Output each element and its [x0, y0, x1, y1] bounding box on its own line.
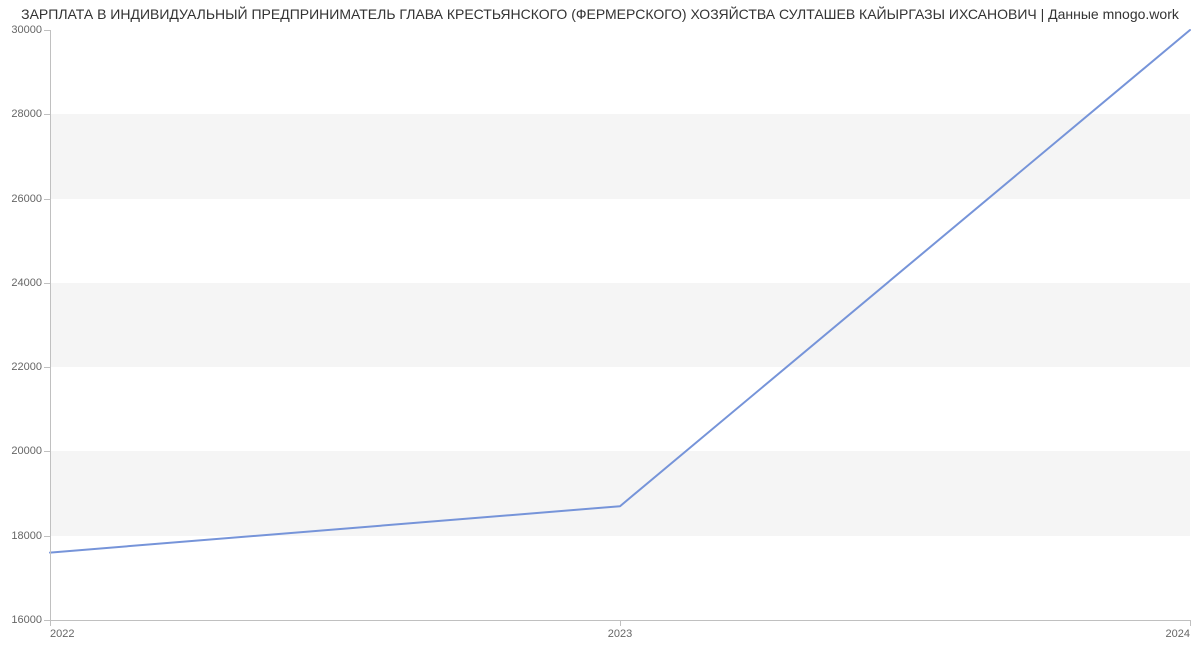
y-tick [44, 451, 50, 452]
x-tick-label: 2022 [50, 628, 74, 640]
y-tick [44, 30, 50, 31]
y-tick-label: 18000 [11, 530, 42, 542]
y-tick [44, 283, 50, 284]
plot-area: 1600018000200002200024000260002800030000… [50, 30, 1190, 620]
x-tick [50, 620, 51, 626]
y-tick-label: 24000 [11, 277, 42, 289]
y-tick [44, 114, 50, 115]
x-tick [1190, 620, 1191, 626]
chart-title: ЗАРПЛАТА В ИНДИВИДУАЛЬНЫЙ ПРЕДПРИНИМАТЕЛ… [0, 6, 1200, 22]
line-series [50, 30, 1190, 620]
x-tick-label: 2023 [608, 628, 632, 640]
y-tick-label: 26000 [11, 193, 42, 205]
y-tick [44, 367, 50, 368]
y-tick [44, 199, 50, 200]
y-axis-line [50, 30, 51, 620]
x-tick-label: 2024 [1166, 628, 1190, 640]
x-tick [620, 620, 621, 626]
y-tick-label: 28000 [11, 108, 42, 120]
y-tick-label: 30000 [11, 24, 42, 36]
y-tick-label: 20000 [11, 445, 42, 457]
series-line [50, 30, 1190, 553]
y-tick-label: 22000 [11, 361, 42, 373]
y-tick-label: 16000 [11, 614, 42, 626]
y-tick [44, 536, 50, 537]
chart-container: ЗАРПЛАТА В ИНДИВИДУАЛЬНЫЙ ПРЕДПРИНИМАТЕЛ… [0, 0, 1200, 650]
